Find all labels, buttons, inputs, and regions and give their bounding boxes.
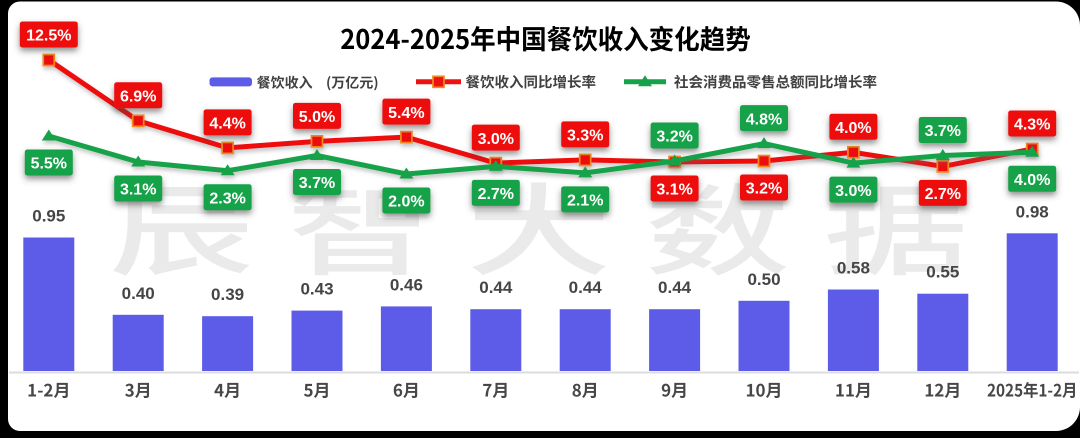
svg-text:0.95: 0.95 (32, 207, 65, 226)
svg-text:3.7%: 3.7% (925, 123, 961, 140)
svg-text:3.2%: 3.2% (656, 129, 692, 146)
svg-text:4.8%: 4.8% (746, 111, 782, 128)
svg-text:0.55: 0.55 (926, 263, 959, 282)
svg-text:2.1%: 2.1% (567, 193, 603, 210)
svg-text:2.7%: 2.7% (478, 186, 514, 203)
svg-text:2.0%: 2.0% (388, 194, 424, 211)
svg-text:0.44: 0.44 (479, 278, 513, 297)
svg-text:3.2%: 3.2% (746, 181, 782, 198)
svg-text:4.3%: 4.3% (1014, 117, 1050, 134)
svg-text:5.5%: 5.5% (31, 156, 67, 173)
svg-text:3.7%: 3.7% (299, 175, 335, 192)
svg-text:4.0%: 4.0% (1014, 172, 1050, 189)
svg-text:0.58: 0.58 (837, 259, 870, 278)
svg-text:0.98: 0.98 (1016, 202, 1049, 221)
svg-text:3.1%: 3.1% (656, 182, 692, 199)
svg-text:3.0%: 3.0% (478, 131, 514, 148)
svg-text:5.0%: 5.0% (299, 109, 335, 126)
svg-text:3.1%: 3.1% (120, 182, 156, 199)
svg-text:0.50: 0.50 (747, 270, 780, 289)
svg-text:3.0%: 3.0% (835, 183, 871, 200)
svg-text:0.46: 0.46 (390, 275, 423, 294)
svg-text:2.3%: 2.3% (209, 190, 245, 207)
svg-text:4.0%: 4.0% (835, 120, 871, 137)
svg-text:0.44: 0.44 (569, 278, 603, 297)
svg-text:0.39: 0.39 (211, 285, 244, 304)
svg-text:0.40: 0.40 (122, 284, 155, 303)
svg-text:6.9%: 6.9% (120, 89, 156, 106)
svg-text:5.4%: 5.4% (388, 105, 424, 122)
svg-text:2.7%: 2.7% (925, 186, 961, 203)
svg-text:0.43: 0.43 (300, 280, 333, 299)
svg-text:0.44: 0.44 (658, 278, 692, 297)
svg-text:3.3%: 3.3% (567, 128, 603, 145)
svg-text:12.5%: 12.5% (26, 28, 71, 45)
svg-text:4.4%: 4.4% (209, 116, 245, 133)
